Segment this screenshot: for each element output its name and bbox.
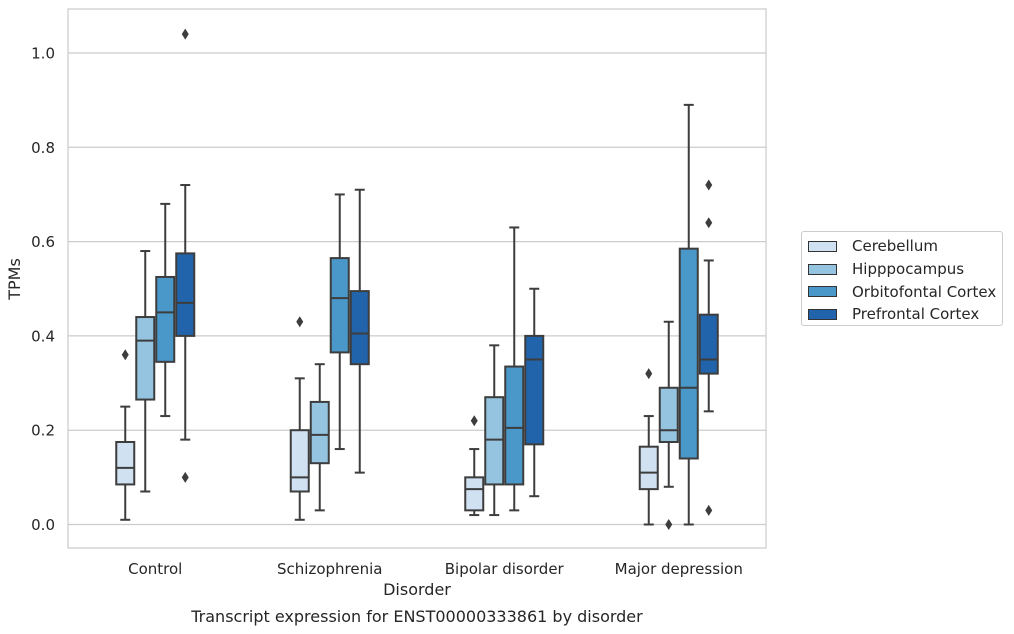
box-0-1 bbox=[289, 316, 310, 521]
y-tick-label-1: 0.2 bbox=[31, 422, 55, 440]
box-2-0 bbox=[155, 202, 176, 418]
y-tick-label-2: 0.4 bbox=[31, 327, 55, 345]
y-tick-labels: 0.0 0.2 0.4 0.6 0.8 1.0 bbox=[31, 45, 55, 535]
legend-label-prefrontal-cortex: Prefrontal Cortex bbox=[852, 305, 980, 324]
outlier-0 bbox=[296, 316, 304, 328]
box-iqr bbox=[115, 440, 136, 486]
y-axis-label: TPMs bbox=[5, 258, 24, 301]
box-iqr bbox=[135, 316, 156, 401]
y-tick-label-3: 0.6 bbox=[31, 233, 55, 251]
box-3-0 bbox=[175, 28, 196, 483]
y-tick-label-4: 0.8 bbox=[31, 139, 55, 157]
legend-swatch-orbitofrontal-cortex bbox=[808, 286, 837, 298]
box-iqr bbox=[658, 386, 679, 443]
x-tick-label-2: Bipolar disorder bbox=[445, 560, 565, 578]
outlier-1 bbox=[181, 471, 189, 483]
chart-title: Transcript expression for ENST0000033386… bbox=[190, 607, 643, 626]
legend-swatch-hippocampus bbox=[808, 263, 837, 275]
box-iqr bbox=[349, 290, 370, 366]
box-iqr bbox=[678, 247, 699, 460]
legend-item-cerebellum: Cerebellum bbox=[808, 235, 1002, 258]
box-0-0 bbox=[115, 349, 136, 521]
legend-swatch-prefrontal-cortex bbox=[808, 308, 837, 320]
x-tick-label-3: Major depression bbox=[615, 560, 743, 578]
box-iqr bbox=[155, 275, 176, 363]
legend-label-hippocampus: Hipppocampus bbox=[852, 260, 965, 279]
box-iqr bbox=[175, 252, 196, 337]
outlier-0 bbox=[665, 519, 673, 530]
box-3-2 bbox=[524, 287, 545, 498]
plot-area-frame bbox=[67, 8, 767, 549]
box-iqr bbox=[638, 445, 659, 491]
legend-item-orbitofrontal-cortex: Orbitofontal Cortex bbox=[808, 280, 1002, 303]
x-tick-label-0: Control bbox=[128, 560, 182, 578]
box-1-2 bbox=[484, 344, 505, 517]
box-0-3 bbox=[638, 368, 659, 526]
box-3-1 bbox=[349, 188, 370, 474]
legend-label-cerebellum: Cerebellum bbox=[852, 237, 938, 256]
box-0-2 bbox=[464, 415, 485, 517]
box-1-0 bbox=[135, 250, 156, 493]
boxes bbox=[115, 28, 719, 530]
box-1-1 bbox=[309, 363, 330, 512]
box-3-3 bbox=[698, 179, 719, 516]
outlier-1 bbox=[705, 217, 713, 229]
y-tick-label-5: 1.0 bbox=[31, 45, 55, 63]
outlier-0 bbox=[645, 368, 653, 380]
legend-swatch-cerebellum bbox=[808, 240, 837, 252]
legend-item-prefrontal-cortex: Prefrontal Cortex bbox=[808, 303, 1002, 326]
box-iqr bbox=[524, 334, 545, 446]
y-tick-label-0: 0.0 bbox=[31, 516, 55, 534]
x-tick-label-1: Schizophrenia bbox=[277, 560, 382, 578]
box-iqr bbox=[504, 365, 525, 486]
box-2-2 bbox=[504, 226, 525, 512]
box-2-1 bbox=[329, 193, 350, 451]
outlier-0 bbox=[705, 179, 713, 191]
box-iqr bbox=[329, 257, 350, 354]
legend-item-hippocampus: Hipppocampus bbox=[808, 258, 1002, 281]
legend: Cerebellum Hipppocampus Orbitofontal Cor… bbox=[801, 231, 1003, 326]
box-iqr bbox=[484, 396, 505, 486]
box-1-3 bbox=[658, 320, 679, 530]
outlier-2 bbox=[705, 504, 713, 516]
box-iqr bbox=[289, 429, 310, 493]
x-axis-label: Disorder bbox=[383, 580, 451, 599]
outlier-0 bbox=[181, 28, 189, 40]
legend-label-orbitofrontal-cortex: Orbitofontal Cortex bbox=[852, 282, 997, 301]
x-tick-labels: Control Schizophrenia Bipolar disorder Majo… bbox=[128, 560, 743, 578]
box-iqr bbox=[309, 400, 330, 465]
box-2-3 bbox=[678, 103, 699, 526]
box-iqr bbox=[464, 476, 485, 512]
outlier-0 bbox=[121, 349, 129, 361]
outlier-0 bbox=[470, 415, 478, 427]
box-iqr bbox=[698, 313, 719, 375]
